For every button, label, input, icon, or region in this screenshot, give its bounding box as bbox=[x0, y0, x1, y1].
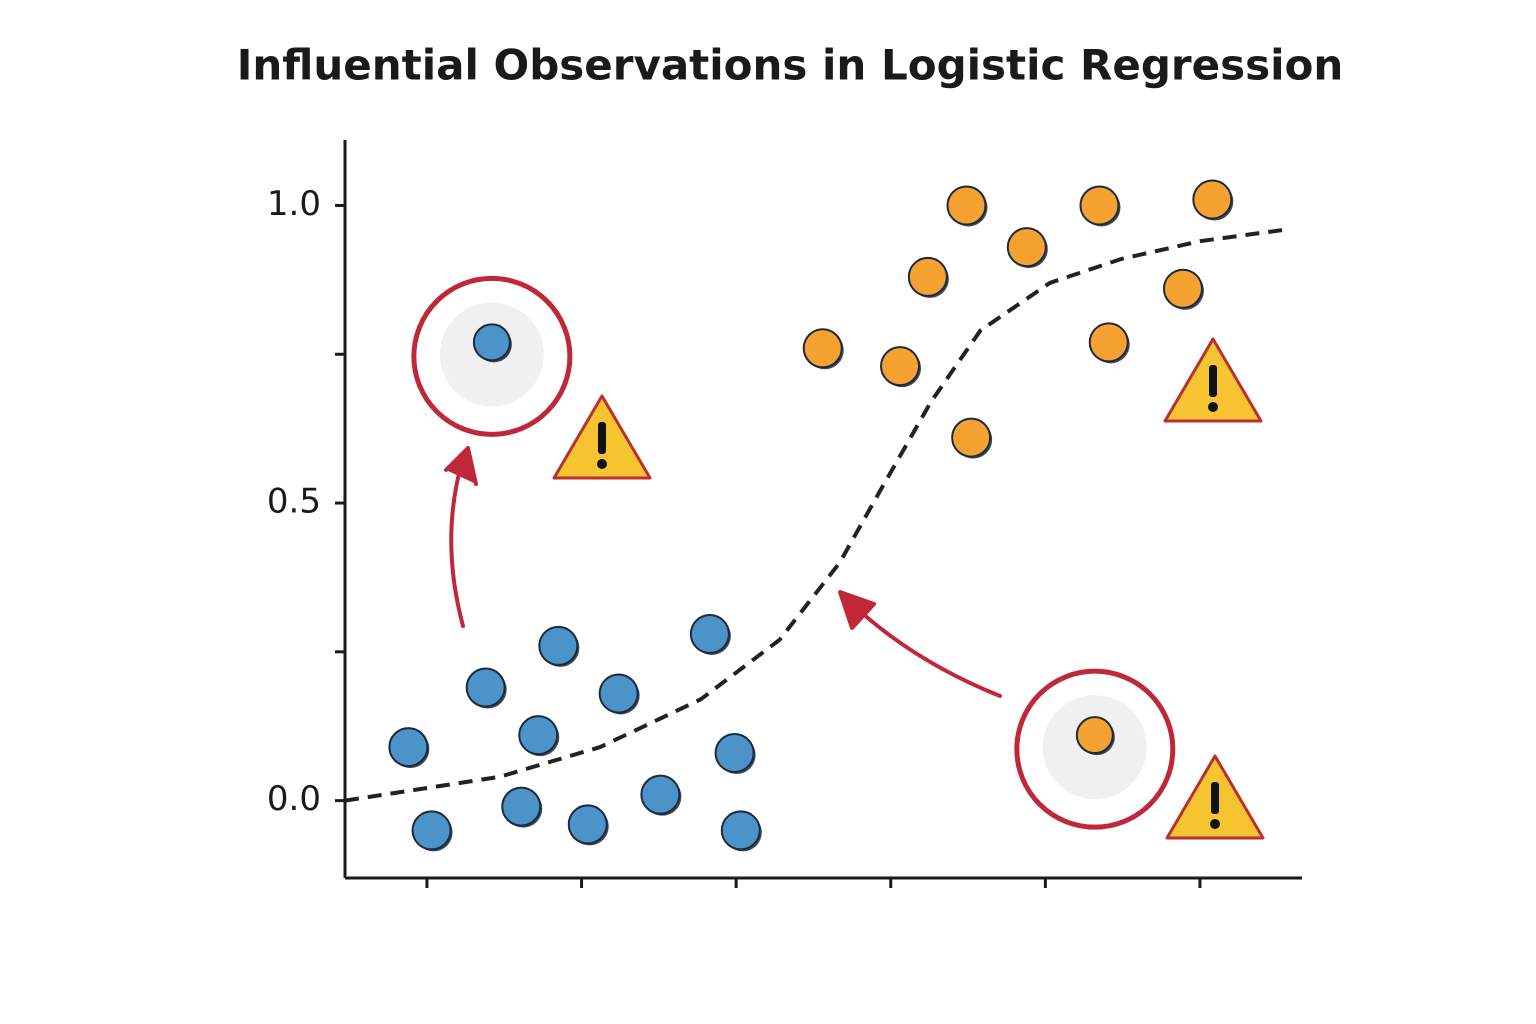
point-group bbox=[518, 715, 560, 757]
axes: 0.0 0.5 1.0 bbox=[267, 140, 1302, 888]
point-group bbox=[411, 275, 573, 437]
point-group bbox=[640, 774, 682, 816]
point-group bbox=[567, 804, 609, 846]
point bbox=[689, 613, 730, 654]
warning-icon bbox=[552, 394, 652, 480]
point bbox=[501, 786, 542, 827]
warning-icon bbox=[1163, 337, 1263, 423]
point-group bbox=[907, 256, 949, 298]
point bbox=[1162, 268, 1203, 309]
point bbox=[538, 625, 579, 666]
warning-icon bbox=[1165, 754, 1265, 840]
point bbox=[802, 328, 843, 369]
point-group bbox=[388, 727, 430, 769]
point bbox=[1088, 322, 1129, 363]
point bbox=[907, 256, 948, 297]
warning-icons bbox=[552, 337, 1265, 840]
arrow bbox=[846, 598, 1002, 698]
point-group bbox=[501, 786, 543, 828]
point-group bbox=[465, 667, 507, 709]
point bbox=[411, 810, 452, 851]
point bbox=[518, 715, 559, 756]
point-group bbox=[1192, 179, 1234, 221]
arrowhead bbox=[838, 590, 876, 630]
point bbox=[388, 727, 429, 768]
point-group bbox=[951, 417, 993, 459]
point bbox=[720, 810, 761, 851]
highlight-ring bbox=[411, 275, 573, 437]
point-group bbox=[598, 673, 640, 715]
point-group bbox=[1006, 227, 1048, 269]
point-group bbox=[538, 625, 580, 667]
highlight-ring bbox=[1014, 668, 1176, 830]
point-group bbox=[880, 346, 922, 388]
point-group bbox=[689, 613, 731, 655]
point-group bbox=[802, 328, 844, 370]
point bbox=[472, 323, 511, 362]
annotations bbox=[444, 446, 1002, 698]
point bbox=[1192, 179, 1233, 220]
point bbox=[598, 673, 639, 714]
point bbox=[567, 804, 608, 845]
point bbox=[951, 417, 992, 458]
point bbox=[714, 733, 755, 774]
point bbox=[1006, 227, 1047, 268]
point-group bbox=[1162, 268, 1204, 310]
point bbox=[1079, 185, 1120, 226]
point bbox=[640, 774, 681, 815]
chart-title: Influential Observations in Logistic Reg… bbox=[237, 41, 1344, 90]
fit-curve bbox=[344, 227, 1289, 803]
point bbox=[465, 667, 506, 708]
point bbox=[880, 346, 921, 387]
point-group bbox=[1088, 322, 1130, 364]
y-tick-label: 0.0 bbox=[267, 779, 321, 819]
point-group bbox=[411, 810, 453, 852]
arrowhead bbox=[444, 446, 478, 486]
y-tick-label: 0.5 bbox=[267, 482, 321, 522]
point-group bbox=[1079, 185, 1121, 227]
point-group bbox=[714, 733, 756, 775]
point-group bbox=[1014, 668, 1176, 830]
point-group bbox=[946, 185, 988, 227]
point bbox=[946, 185, 987, 226]
arrow bbox=[449, 460, 465, 628]
point-group bbox=[720, 810, 762, 852]
point bbox=[1075, 716, 1114, 755]
y-tick-label: 1.0 bbox=[267, 184, 321, 224]
